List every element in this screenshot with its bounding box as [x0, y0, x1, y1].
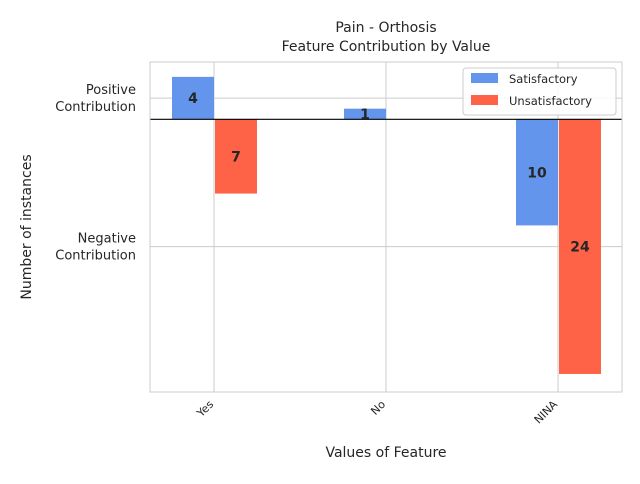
x-axis-label: Values of Feature — [325, 445, 446, 461]
legend-swatch-satisfactory — [471, 73, 498, 83]
y-tick-label-0-line1: Positive — [86, 83, 136, 98]
y-tick-labels: Positive Contribution Negative Contribution — [55, 83, 136, 264]
chart-title-line2: Feature Contribution by Value — [282, 39, 491, 55]
x-tick-label-yes: Yes — [194, 398, 217, 421]
bar-label-unsatisfactory-yes: 7 — [231, 149, 241, 165]
bars — [172, 76, 601, 374]
x-tick-label-nina: NINA — [532, 398, 561, 427]
bar-satisfactory-no — [344, 108, 386, 120]
bar-label-satisfactory-nina: 10 — [527, 165, 547, 181]
plot-frame — [149, 61, 623, 393]
legend-frame — [462, 67, 617, 116]
bar-labels: 4 1 10 7 24 — [188, 91, 590, 256]
y-axis-label: Number of instances — [19, 154, 35, 299]
x-tick-label-no: No — [368, 398, 388, 418]
x-tick-labels: Yes No NINA — [194, 398, 561, 427]
y-tick-label-1-line1: Negative — [78, 232, 136, 247]
chart-title-line1: Pain - Orthosis — [335, 20, 436, 36]
y-tick-label-0-line2: Contribution — [55, 100, 136, 115]
legend-label-unsatisfactory: Unsatisfactory — [509, 94, 592, 108]
y-tick-label-1-line2: Contribution — [55, 249, 136, 264]
legend: Satisfactory Unsatisfactory — [462, 67, 617, 116]
legend-swatch-unsatisfactory — [471, 95, 498, 105]
legend-label-satisfactory: Satisfactory — [509, 72, 578, 86]
bar-label-satisfactory-no: 1 — [360, 107, 370, 123]
bar-satisfactory-yes — [172, 76, 214, 120]
bar-label-satisfactory-yes: 4 — [188, 91, 198, 107]
bar-unsatisfactory-yes — [215, 119, 257, 194]
bar-unsatisfactory-nina — [559, 119, 601, 374]
bar-label-unsatisfactory-nina: 24 — [570, 240, 590, 256]
bar-satisfactory-nina — [516, 119, 558, 226]
